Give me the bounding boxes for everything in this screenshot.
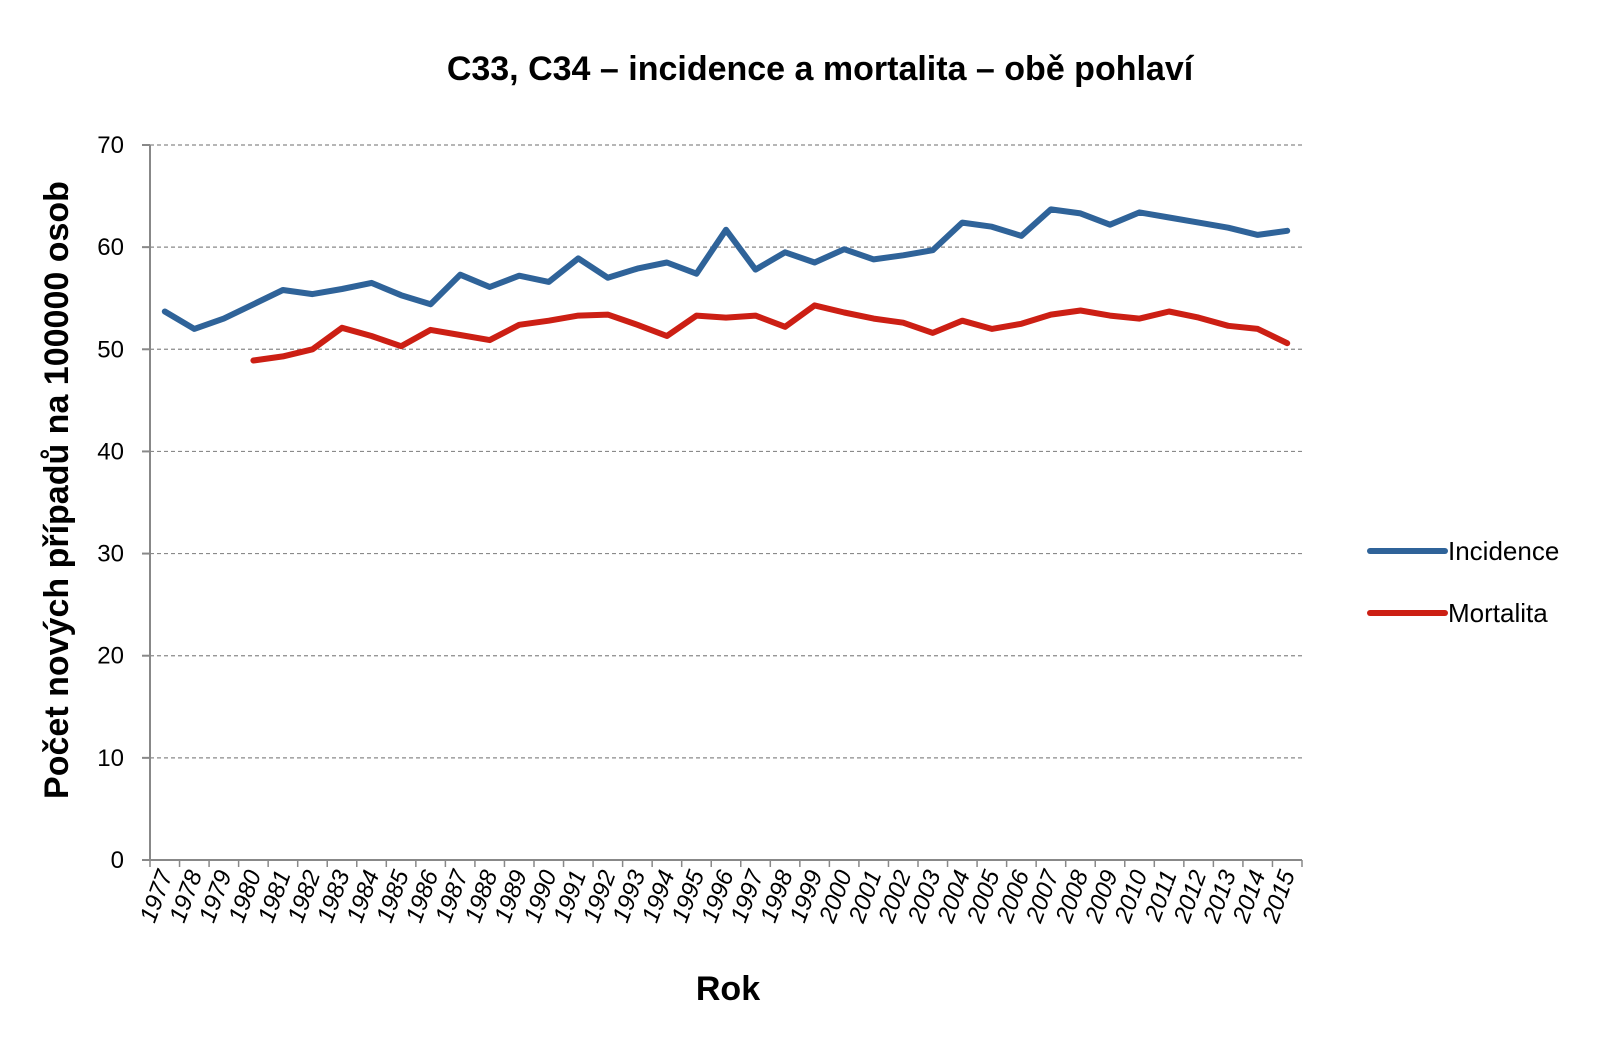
y-axis-title: Počet nových případů na 100000 osob bbox=[38, 181, 76, 799]
series-line-mortalita bbox=[250, 302, 1291, 364]
y-tick-label: 10 bbox=[97, 745, 124, 772]
y-tick-label: 30 bbox=[97, 541, 124, 568]
y-tick-label: 50 bbox=[97, 336, 124, 363]
y-tick-label: 60 bbox=[97, 234, 124, 261]
y-tick-label: 40 bbox=[97, 438, 124, 465]
series-line-incidence bbox=[161, 206, 1291, 332]
axes bbox=[149, 145, 1302, 861]
y-tick-label: 0 bbox=[111, 847, 124, 874]
series-lines bbox=[161, 206, 1291, 364]
legend: Incidence Mortalita bbox=[1367, 536, 1559, 628]
y-tick-labels: 0 10 20 30 40 50 60 70 bbox=[97, 132, 150, 874]
gridlines bbox=[150, 144, 1302, 759]
x-tick-labels: 1977197819791980198119821983198419851986… bbox=[135, 860, 1303, 927]
legend-label-incidence: Incidence bbox=[1448, 536, 1559, 566]
chart-title: C33, C34 – incidence a mortalita – obě p… bbox=[447, 50, 1195, 88]
legend-label-mortalita: Mortalita bbox=[1448, 598, 1548, 628]
x-axis-title: Rok bbox=[696, 970, 760, 1008]
y-tick-label: 70 bbox=[97, 132, 124, 159]
y-tick-label: 20 bbox=[97, 643, 124, 670]
